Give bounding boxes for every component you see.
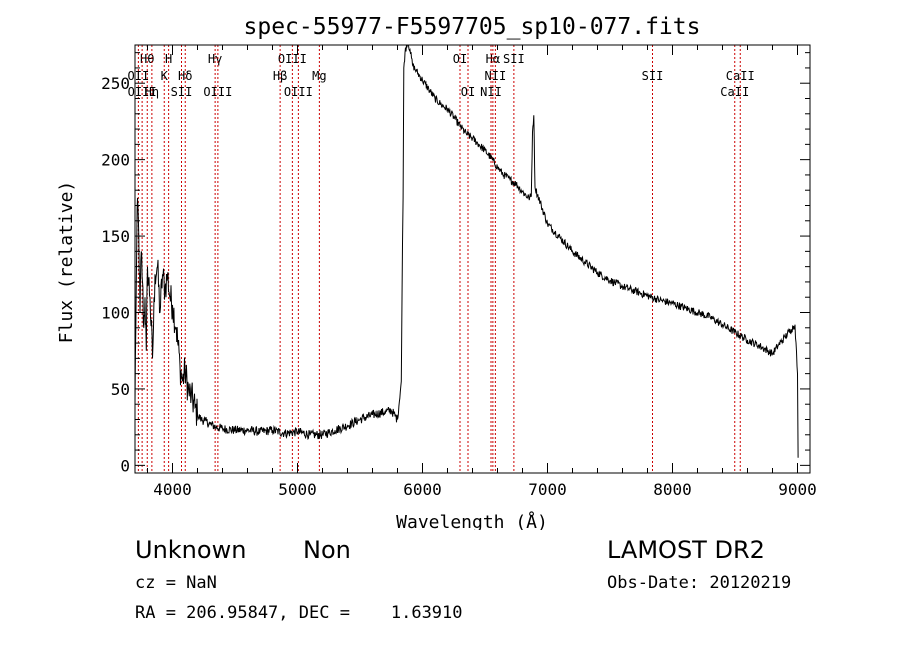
line-marker-label: Hα bbox=[486, 52, 500, 66]
line-marker-label: H bbox=[165, 52, 172, 66]
x-tick-label: 8000 bbox=[653, 480, 692, 499]
obs-date: Obs-Date: 20120219 bbox=[607, 573, 792, 593]
y-tick-label: 150 bbox=[101, 227, 130, 246]
line-marker-label: K bbox=[161, 69, 169, 83]
y-tick-label: 50 bbox=[111, 380, 130, 399]
line-marker-label: SII bbox=[503, 52, 525, 66]
line-marker-label: Hδ bbox=[178, 69, 192, 83]
line-marker-label: CaII bbox=[720, 85, 749, 99]
line-marker-label: Mg bbox=[312, 69, 326, 83]
line-marker-label: Hη bbox=[145, 85, 159, 99]
subclass-label: Non bbox=[303, 536, 351, 564]
line-marker-label: OI bbox=[453, 52, 467, 66]
line-marker-label: SII bbox=[171, 85, 193, 99]
line-marker-label: Hθ bbox=[140, 52, 154, 66]
y-tick-label: 0 bbox=[120, 456, 130, 475]
line-marker-label: NII bbox=[485, 69, 507, 83]
line-marker-label: Hβ bbox=[273, 69, 287, 83]
x-tick-label: 5000 bbox=[278, 480, 317, 499]
line-marker-label: OIII bbox=[284, 85, 313, 99]
line-marker-label: NII bbox=[480, 85, 502, 99]
x-tick-label: 4000 bbox=[153, 480, 192, 499]
y-axis-label: Flux (relative) bbox=[56, 181, 77, 344]
y-axis-ticks: 0 50 100 150 200 250 bbox=[101, 52, 810, 475]
y-tick-label: 250 bbox=[101, 74, 130, 93]
spectrum-chart: spec-55977-F5597705_sp10-077.fits Wavele… bbox=[56, 14, 817, 533]
line-marker-label: OI bbox=[461, 85, 475, 99]
line-marker-label: Hγ bbox=[208, 52, 222, 66]
chart-title: spec-55977-F5597705_sp10-077.fits bbox=[244, 14, 701, 40]
class-label: Unknown bbox=[135, 536, 247, 564]
line-marker-label: OIII bbox=[278, 52, 307, 66]
survey-label: LAMOST DR2 bbox=[607, 536, 765, 564]
spectrum-line bbox=[134, 44, 799, 458]
line-marker-label: SII bbox=[642, 69, 664, 83]
x-tick-label: 6000 bbox=[403, 480, 442, 499]
cz-value: cz = NaN bbox=[135, 573, 217, 593]
x-axis-ticks: 4000 5000 6000 7000 8000 9000 bbox=[147, 45, 817, 499]
plot-border bbox=[134, 44, 811, 474]
plot-frame bbox=[134, 44, 811, 474]
coordinates: RA = 206.95847, DEC = 1.63910 bbox=[135, 603, 463, 623]
spectrum-series bbox=[134, 44, 799, 458]
line-marker-label: OII bbox=[128, 69, 150, 83]
line-marker-label: CaII bbox=[726, 69, 755, 83]
x-tick-label: 7000 bbox=[528, 480, 567, 499]
x-tick-label: 9000 bbox=[778, 480, 817, 499]
y-tick-label: 100 bbox=[101, 304, 130, 323]
x-axis-label: Wavelength (Å) bbox=[396, 511, 548, 530]
y-tick-label: 200 bbox=[101, 151, 130, 170]
line-marker-label: OIII bbox=[203, 85, 232, 99]
